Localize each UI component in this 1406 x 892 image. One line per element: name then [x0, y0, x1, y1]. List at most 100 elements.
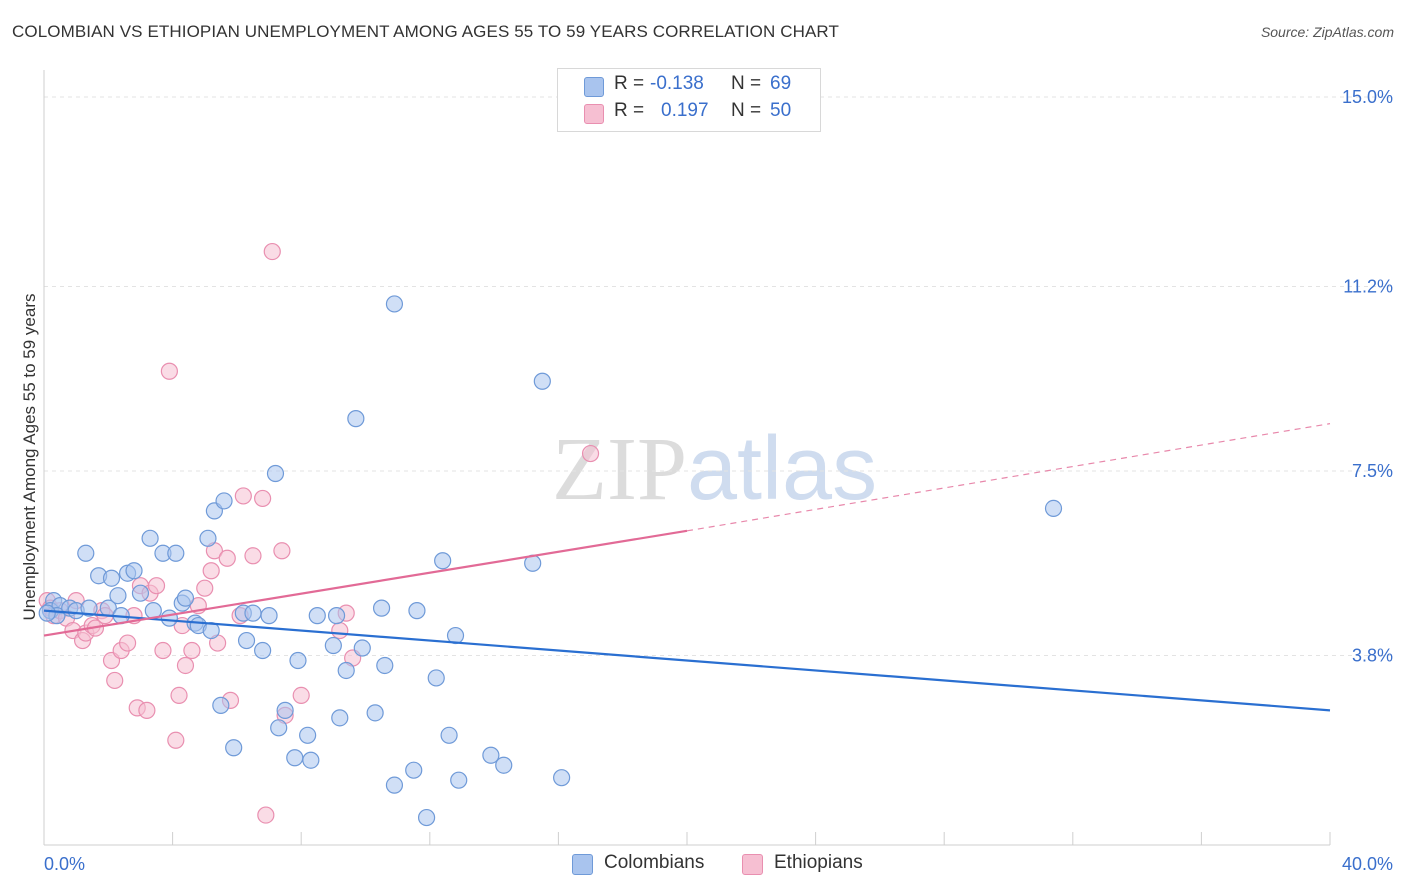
ethiopian-point [167, 731, 185, 749]
ethiopians-trend-extension [686, 423, 1331, 532]
colombian-point [260, 607, 278, 625]
colombian-point [254, 641, 272, 660]
colombian-point [77, 544, 95, 562]
colombian-point [331, 709, 349, 727]
colombian-point [324, 636, 342, 655]
colombian-point [38, 604, 56, 622]
colombian-point [141, 529, 159, 547]
colombian-point [270, 719, 288, 737]
colombian-point [212, 696, 230, 714]
axes [43, 70, 1331, 846]
colombian-point [80, 599, 98, 617]
legend-r-value: 0.197 [661, 100, 709, 121]
colombian-point [266, 464, 285, 483]
colombian-point [109, 587, 127, 605]
colombians-legend-label: Colombians [604, 852, 705, 873]
ethiopian-point [196, 579, 214, 597]
watermark-atlas: atlas [687, 419, 878, 519]
colombian-point [276, 701, 294, 719]
ethiopians-legend-swatch [742, 854, 763, 875]
ethiopian-point [244, 547, 262, 565]
colombians-points [38, 295, 1063, 827]
ethiopian-point [234, 487, 252, 505]
legend-r-label: R = [614, 73, 645, 94]
colombian-point [327, 607, 346, 625]
ethiopian-point [257, 806, 275, 824]
ethiopians-trend-line [43, 529, 688, 637]
colombian-point [385, 295, 404, 313]
colombians-trend-line [43, 609, 1331, 712]
colombian-point [131, 584, 150, 602]
ethiopian-point [176, 656, 195, 675]
ethiopian-point [331, 621, 349, 640]
colombian-point [302, 751, 320, 769]
colombians-swatch [584, 77, 604, 97]
ethiopians-swatch [584, 104, 604, 124]
colombian-point [237, 631, 256, 650]
colombian-point [366, 704, 384, 722]
colombian-point [482, 746, 500, 764]
ethiopian-point [118, 634, 137, 652]
colombian-point [372, 599, 391, 617]
ethiopians-points [38, 242, 600, 824]
colombian-point [434, 552, 452, 570]
legend-n-value: 69 [770, 73, 792, 94]
colombian-point [337, 661, 355, 680]
colombian-point [408, 602, 426, 620]
colombian-point [215, 492, 233, 510]
colombian-point [225, 739, 243, 757]
ethiopian-point [254, 489, 272, 508]
colombian-point [125, 562, 143, 580]
ethiopian-point [273, 542, 291, 560]
chart-title: COLOMBIAN VS ETHIOPIAN UNEMPLOYMENT AMON… [12, 22, 839, 41]
colombian-point [385, 776, 404, 794]
colombian-point [353, 639, 371, 657]
colombian-point [160, 609, 178, 627]
legend-r-value: -0.138 [650, 73, 704, 94]
colombian-point [450, 771, 468, 789]
y-axis-label: Unemployment Among Ages 55 to 59 years [20, 293, 39, 621]
y-tick-label: 11.2% [1343, 276, 1393, 296]
colombians-legend-swatch [572, 854, 593, 875]
watermark-zip: ZIP [552, 420, 687, 519]
colombian-point [405, 761, 423, 779]
colombian-point [553, 769, 571, 787]
colombian-point [417, 808, 436, 827]
ethiopian-point [263, 242, 281, 261]
colombian-point [176, 589, 195, 607]
colombian-point [167, 544, 185, 562]
tick-labels: 3.8% 7.5% 11.2% 15.0% 0.0% 40.0% [44, 87, 1393, 874]
colombian-point [533, 372, 551, 390]
colombian-point [1044, 499, 1063, 517]
colombian-point [199, 529, 217, 547]
colombian-point [376, 656, 394, 675]
legend-n-label: N = [731, 100, 762, 121]
ethiopian-point [160, 362, 178, 380]
y-tick-label: 3.8% [1352, 646, 1393, 666]
ethiopian-point [138, 701, 156, 719]
ethiopian-point [218, 549, 236, 567]
legend-n-label: N = [731, 73, 762, 94]
ethiopians-legend-label: Ethiopians [774, 852, 863, 873]
x-tick-label-max: 40.0% [1342, 854, 1393, 874]
ethiopian-point [202, 562, 220, 580]
colombian-point [244, 604, 262, 622]
ethiopian-point [106, 671, 124, 690]
trend-lines [43, 423, 1331, 712]
legend-n-value: 50 [770, 100, 792, 121]
colombian-point [495, 756, 513, 774]
legend-r-label: R = [614, 100, 645, 121]
ethiopian-point [292, 686, 310, 705]
colombian-point [427, 669, 445, 687]
ethiopian-point [147, 577, 166, 595]
grid-lines [44, 96, 1394, 657]
y-tick-label: 7.5% [1352, 461, 1393, 481]
colombian-point [102, 569, 121, 587]
colombian-point [299, 726, 317, 744]
colombian-point [286, 749, 304, 767]
source-label: Source: ZipAtlas.com [1260, 24, 1394, 40]
y-tick-label: 15.0% [1342, 87, 1393, 107]
ethiopian-point [154, 641, 172, 660]
x-tick-label-min: 0.0% [44, 854, 85, 874]
